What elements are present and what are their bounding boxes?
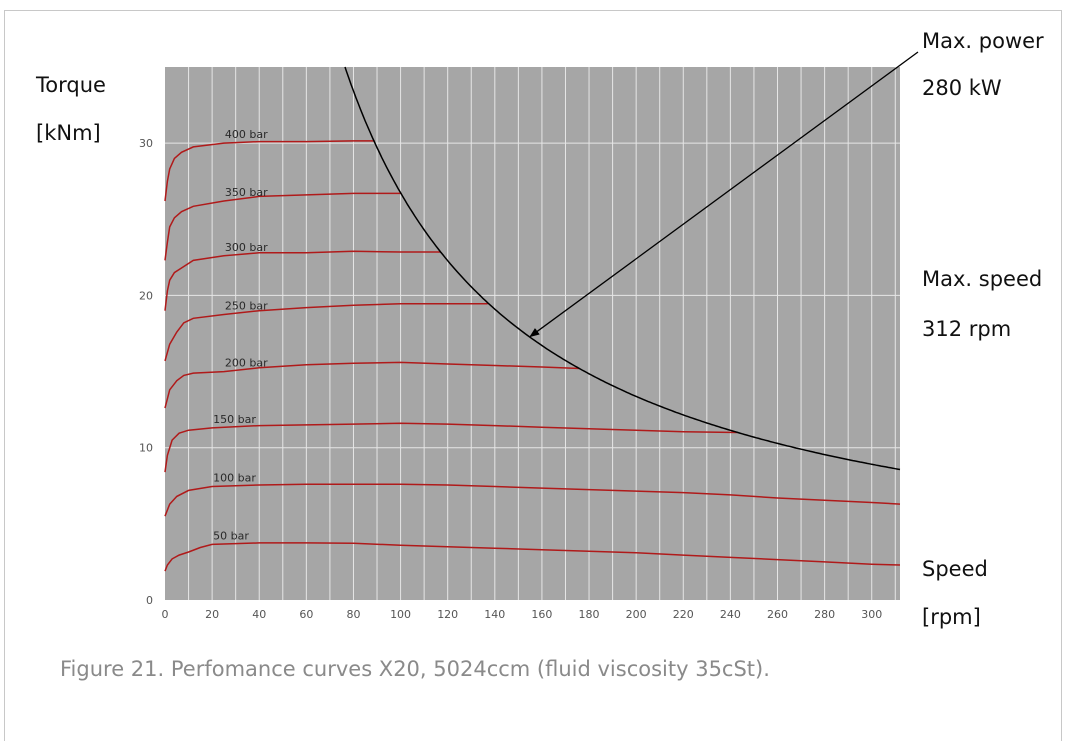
figure-frame — [4, 10, 1062, 741]
x-tick-label: 20 — [205, 608, 219, 621]
figure-caption: Figure 21. Perfomance curves X20, 5024cc… — [60, 657, 770, 681]
pressure-curves: 400 bar 350 bar 300 bar 250 bar 200 bar 150 b… — [164, 128, 901, 572]
y-tick-label: 30 — [139, 137, 153, 150]
curve-label: 400 bar — [225, 128, 268, 141]
plot-area — [165, 67, 900, 600]
power-curve-group — [344, 66, 901, 471]
x-tick-label: 80 — [346, 608, 360, 621]
max-power-curve — [344, 66, 901, 471]
pressure-curve — [164, 192, 401, 261]
max-power-label: Max. power — [922, 29, 1044, 53]
max-power-value: 280 kW — [922, 76, 1002, 100]
x-tick-label: 100 — [390, 608, 411, 621]
x-tick-label: 220 — [673, 608, 694, 621]
curve-label: 50 bar — [213, 529, 249, 542]
x-tick-label: 40 — [252, 608, 266, 621]
y-axis-label: Torque — [36, 73, 106, 97]
x-tick-label: 0 — [162, 608, 169, 621]
x-tick-label: 120 — [437, 608, 458, 621]
curve-label: 100 bar — [213, 472, 256, 485]
y-tick-label: 10 — [139, 442, 153, 455]
curve-label: 250 bar — [225, 299, 268, 312]
pressure-curve — [164, 422, 738, 473]
pressure-curve — [164, 483, 901, 517]
pressure-curve — [164, 361, 580, 409]
x-tick-label: 260 — [767, 608, 788, 621]
axis-ticks: 0 20 40 60 80 100 120 140 160 180 200 220 240 260 280 3… — [139, 137, 882, 621]
x-axis-unit: [rpm] — [922, 605, 981, 629]
x-tick-label: 300 — [861, 608, 882, 621]
x-tick-label: 200 — [626, 608, 647, 621]
y-tick-label: 20 — [139, 289, 153, 302]
annotation-arrow — [529, 51, 919, 338]
max-speed-value: 312 rpm — [922, 317, 1012, 341]
pressure-curve — [164, 303, 488, 362]
x-tick-label: 180 — [579, 608, 600, 621]
max-speed-label: Max. speed — [922, 267, 1043, 291]
curve-label: 200 bar — [225, 357, 268, 370]
curve-label: 150 bar — [213, 413, 256, 426]
pressure-curve — [164, 250, 441, 311]
x-tick-label: 240 — [720, 608, 741, 621]
x-tick-label: 280 — [814, 608, 835, 621]
curve-label: 350 bar — [225, 186, 268, 199]
pressure-curve — [164, 542, 901, 572]
y-axis-unit: [kNm] — [36, 121, 101, 145]
annotation — [529, 51, 919, 338]
x-tick-label: 60 — [299, 608, 313, 621]
x-tick-label: 160 — [531, 608, 552, 621]
y-tick-label: 0 — [146, 594, 153, 607]
x-axis-label: Speed — [922, 557, 988, 581]
curve-label: 300 bar — [225, 241, 268, 254]
grid — [165, 67, 900, 600]
x-tick-label: 140 — [484, 608, 505, 621]
pressure-curve — [164, 140, 375, 202]
